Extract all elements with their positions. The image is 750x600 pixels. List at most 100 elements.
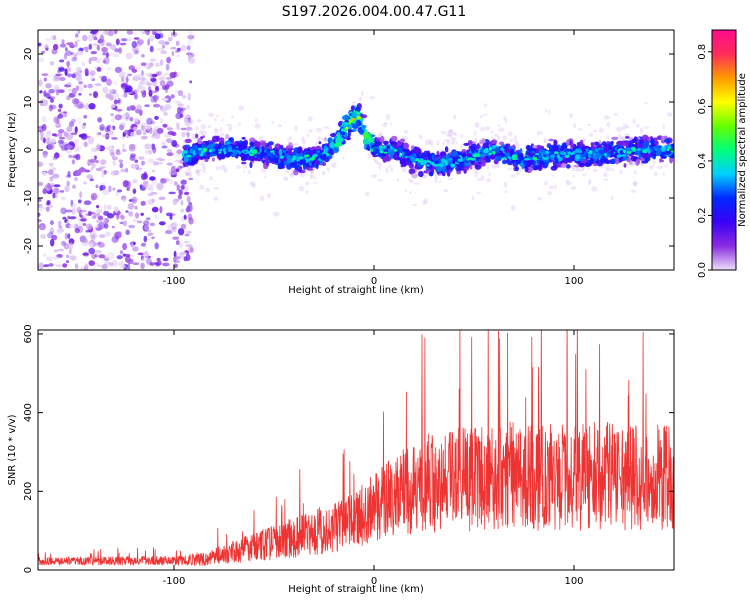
spectrogram-noise-blob [73, 54, 78, 62]
spectrogram-ridge-blob [503, 146, 507, 150]
spectrogram-noise-blob [105, 42, 112, 47]
spectrogram-noise-blob [78, 81, 83, 85]
spectrogram-ridge-blob [295, 165, 300, 171]
spectrogram-hotspot [517, 156, 523, 161]
spectrogram-noise-blob [90, 56, 98, 61]
spectrogram-haze-blob [284, 170, 290, 173]
spectrogram-ridge-blob [386, 145, 391, 149]
spectrogram-hotspot [533, 156, 538, 161]
spectrogram-haze-blob [365, 124, 369, 129]
spectrogram-noise-blob [55, 89, 60, 96]
spectrogram-noise-blob [112, 187, 116, 191]
spectrogram-haze-blob [317, 136, 321, 142]
spectrogram-noise-blob [58, 225, 63, 229]
spectrogram-haze-blob [226, 123, 233, 127]
spectrogram-haze-blob [485, 178, 492, 183]
spectrogram-noise-blob [66, 73, 73, 78]
spectrogram-noise-blob [154, 115, 159, 120]
spectrogram-haze-blob [409, 191, 412, 194]
spectrogram-noise-blob [114, 114, 123, 121]
spectrogram-hotspot [488, 152, 493, 156]
spectrogram-noise-blob [93, 36, 98, 41]
spectrogram-noise-blob [45, 130, 52, 139]
spectrogram-haze-blob [610, 167, 614, 172]
spectrogram-haze-blob [450, 141, 456, 145]
spectrogram-ridge-blob [382, 156, 388, 162]
spectrogram-ridge-blob [390, 135, 398, 142]
spectrogram-noise-blob [99, 166, 106, 169]
spectrogram-noise-blob [99, 234, 106, 239]
spectrogram-noise-blob [78, 104, 86, 109]
colorbar: 0.0 0.2 0.4 0.6 0.8 Normalized spectral ampl… [697, 29, 748, 278]
spectrogram-noise-blob [159, 117, 164, 124]
spectrogram-haze-blob [188, 170, 193, 177]
spectrogram-haze-blob [538, 131, 543, 135]
spectrogram-noise-blob [51, 133, 57, 137]
spectrogram-haze-blob [510, 174, 516, 178]
spectrogram-noise-blob [83, 200, 92, 205]
spectrogram-noise-blob [55, 264, 63, 268]
spectrogram-noise-blob [38, 212, 41, 217]
spectrogram-ridge-blob [225, 134, 230, 139]
spectrogram-hotspot [208, 149, 212, 153]
spectrogram-noise-blob [111, 156, 118, 161]
spectrogram-hotspot [592, 152, 597, 157]
spectrogram-noise-blob [65, 209, 73, 213]
snr-xlabel: Height of straight line (km) [288, 584, 424, 595]
spectrogram-noise-blob [48, 263, 54, 267]
spectrogram-ridge-blob [431, 154, 435, 161]
spectrogram-haze-blob [434, 174, 438, 179]
spectrogram-noise-blob [186, 104, 191, 111]
spectrogram-haze-blob [449, 129, 453, 132]
spectrogram-haze-blob [606, 122, 611, 128]
spectrogram-noise-blob [101, 46, 108, 53]
spectrogram-noise-blob [68, 41, 75, 48]
spectrogram-ridge-blob [406, 159, 410, 163]
spectrogram-noise-blob [104, 30, 109, 35]
spectrogram-noise-blob [92, 267, 96, 270]
spectrogram-noise-blob [72, 154, 79, 159]
spectrogram-haze-blob [471, 195, 475, 201]
spectrogram-haze-blob [598, 127, 604, 134]
spectrogram-ridge-blob [342, 115, 349, 121]
spectrogram-hotspot [479, 153, 484, 158]
spectrogram-hotspot [266, 152, 273, 157]
spectrogram-noise-blob [125, 253, 131, 258]
spectrogram-haze-blob [199, 163, 205, 166]
spectrogram-noise-blob [151, 90, 158, 94]
spectrogram-noise-blob [187, 92, 191, 99]
spectrogram-haze-blob [548, 185, 555, 190]
spectrogram-noise-blob [128, 211, 134, 217]
spectrogram-noise-blob [87, 83, 93, 89]
spectrogram-noise-blob [100, 126, 104, 130]
spectrogram-ridge-blob [607, 144, 612, 151]
spectrogram-noise-blob [108, 262, 114, 266]
spectrogram-haze-blob [236, 164, 241, 170]
spectrogram-haze-blob [514, 134, 517, 141]
spectrogram-noise-blob [39, 206, 43, 212]
spectrogram-noise-blob [95, 167, 103, 172]
spectrogram-haze-blob [413, 182, 420, 185]
spectrogram-haze-blob [570, 186, 577, 190]
spectrogram-noise-blob [135, 109, 141, 114]
spectrogram-haze-blob [509, 138, 514, 143]
spectrogram-noise-blob [149, 176, 156, 181]
spectrogram-noise-blob [94, 83, 102, 87]
spectrogram-noise-blob [165, 177, 170, 180]
spectrogram-noise-blob [118, 159, 124, 163]
spectrogram-ridge-blob [356, 103, 362, 109]
spectrogram-noise-blob [160, 50, 167, 55]
spectrogram-noise-blob [184, 118, 192, 127]
spectrogram-hotspot [456, 156, 461, 159]
spectrogram-haze-blob [662, 124, 665, 131]
spectrogram-ridge-blob [448, 169, 452, 173]
spectrogram-ridge-blob [451, 157, 457, 162]
spectrogram-noise-blob [48, 104, 53, 112]
spectrogram-haze-blob [543, 181, 549, 186]
spectrogram-noise-blob [177, 228, 185, 236]
spectrogram-noise-blob [186, 204, 193, 213]
spectrogram-ridge-blob [625, 140, 629, 148]
spectrogram-ridge-blob [524, 166, 529, 173]
spectrogram-noise-blob [126, 37, 132, 42]
spectrogram-ridge-blob [330, 133, 337, 138]
